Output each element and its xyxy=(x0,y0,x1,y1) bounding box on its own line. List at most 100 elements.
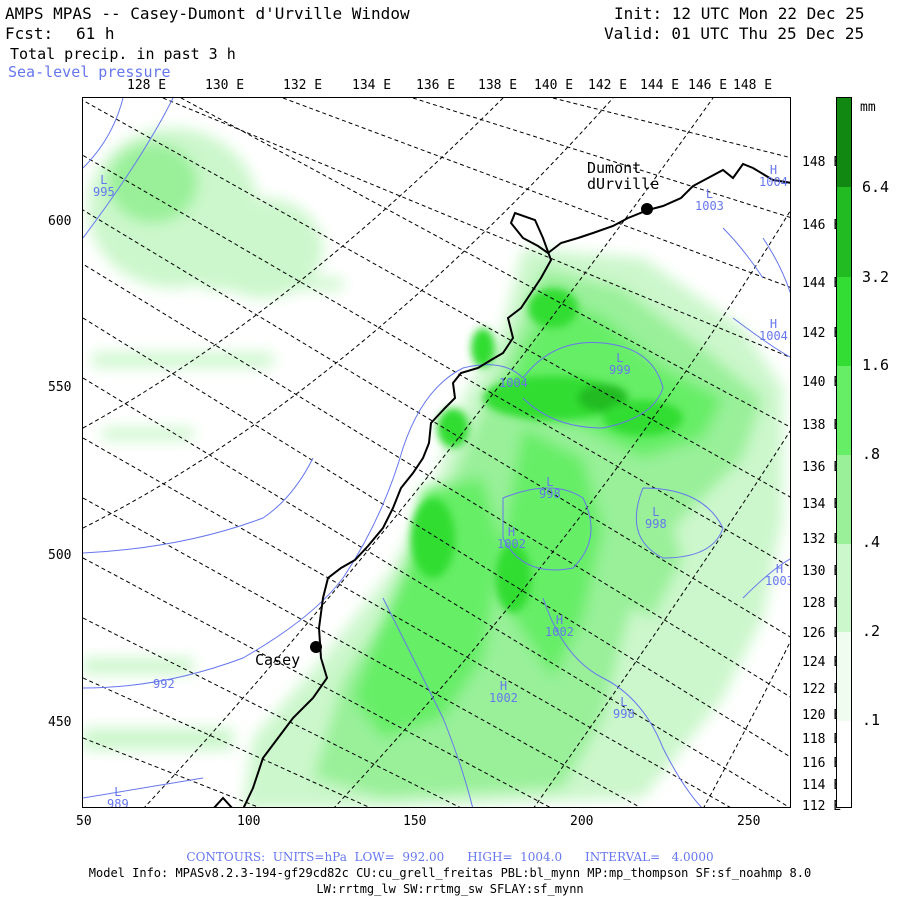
top-lon-label: 140 E xyxy=(534,78,574,93)
grid-meridian xyxy=(83,497,641,807)
x-axis-label: 50 xyxy=(76,814,92,829)
precip-core xyxy=(471,328,495,368)
colorbar-segment xyxy=(837,187,851,277)
pressure-label: H1003 xyxy=(765,562,790,588)
x-axis-label: 200 xyxy=(570,814,594,829)
map-canvas xyxy=(83,98,790,807)
lonlat-grid xyxy=(83,98,790,807)
precip-core xyxy=(411,498,455,578)
colorbar-segment xyxy=(837,544,851,632)
pressure-label: 1004 xyxy=(499,376,528,390)
grid-meridian xyxy=(83,317,790,758)
top-lon-label: 136 E xyxy=(416,78,456,93)
colorbar-unit: mm xyxy=(860,100,876,115)
right-lon-label: 134 E xyxy=(802,497,842,512)
colorbar-segment xyxy=(837,366,851,455)
colorbar-segment xyxy=(837,98,851,187)
colorbar-label: .1 xyxy=(862,711,881,729)
right-lon-label: 112 E xyxy=(802,799,842,814)
precip-area xyxy=(353,478,503,738)
grid-meridian xyxy=(83,617,461,807)
precip-core xyxy=(528,288,578,328)
grid-meridian xyxy=(83,154,790,568)
right-lon-label: 114 E xyxy=(802,778,842,793)
grid-meridian xyxy=(83,99,790,498)
right-lon-label: 130 E xyxy=(802,564,842,579)
slp-contour xyxy=(522,341,664,429)
grid-meridian xyxy=(552,98,790,159)
y-axis-label: 500 xyxy=(48,548,72,563)
colorbar-segment xyxy=(837,721,851,807)
slp-contours xyxy=(83,98,790,807)
precip-area xyxy=(83,728,233,750)
slp-contour xyxy=(83,98,174,239)
grid-meridian xyxy=(83,737,260,807)
coastline xyxy=(213,162,790,807)
right-lon-label: 126 E xyxy=(802,626,842,641)
right-lon-label: 128 E xyxy=(802,596,842,611)
top-lon-label: 146 E xyxy=(688,78,728,93)
casey-marker xyxy=(310,641,322,653)
pressure-label: L 998 xyxy=(539,475,561,501)
colorbar-segment xyxy=(837,632,851,721)
top-lon-label: 138 E xyxy=(478,78,518,93)
y-axis-label: 600 xyxy=(48,214,72,229)
colorbar-label: 6.4 xyxy=(862,178,890,196)
precip-area xyxy=(108,143,198,223)
colorbar-segment xyxy=(837,277,851,366)
grid-parallel xyxy=(83,98,614,529)
map-title: AMPS MPAS -- Casey-Dumont d'Urville Wind… xyxy=(5,4,410,23)
grid-parallel xyxy=(334,210,790,807)
right-lon-label: 120 E xyxy=(802,708,842,723)
pressure-label: H 1004 xyxy=(759,163,788,189)
right-lon-label: 122 E xyxy=(802,682,842,697)
precip-area xyxy=(103,428,193,440)
field-primary: Total precip. in past 3 h xyxy=(10,45,236,63)
grid-parallel xyxy=(703,640,790,807)
slp-contour xyxy=(83,457,314,554)
grid-meridian xyxy=(83,209,790,638)
top-lon-label: 144 E xyxy=(640,78,680,93)
grid-meridian xyxy=(83,263,790,698)
slp-contour xyxy=(762,237,790,294)
pressure-label: L 989 xyxy=(107,785,129,808)
grid-meridian xyxy=(412,98,790,218)
precip-area xyxy=(203,278,343,290)
slp-contour xyxy=(732,317,790,358)
slp-contour xyxy=(83,364,524,689)
slp-contour xyxy=(742,558,790,599)
pressure-label: H 1002 xyxy=(489,679,518,705)
pressure-label: L 1003 xyxy=(695,187,724,213)
right-lon-label: 138 E xyxy=(802,418,842,433)
precip-area xyxy=(203,198,323,298)
place-dumont-durville[interactable]: Dumont dUrville xyxy=(587,159,660,193)
top-lon-label: 132 E xyxy=(283,78,323,93)
forecast-label: Fcst: xyxy=(5,24,54,43)
right-lon-label: 140 E xyxy=(802,375,842,390)
precip-area xyxy=(93,353,273,367)
colorbar-label: 3.2 xyxy=(862,268,890,286)
precip-area xyxy=(603,478,683,618)
grid-parallel xyxy=(144,98,714,807)
coastline-path xyxy=(242,162,790,807)
pressure-label: 992 xyxy=(153,677,175,691)
place-casey[interactable]: Casey xyxy=(255,651,301,669)
precip-core xyxy=(603,400,683,436)
valid-time: Valid: 01 UTC Thu 25 Dec 25 xyxy=(604,24,865,43)
precip-area xyxy=(83,658,193,674)
x-axis-label: 150 xyxy=(403,814,427,829)
right-lon-label: 136 E xyxy=(802,460,842,475)
grid-meridian xyxy=(83,437,731,807)
dumont-durville-marker xyxy=(641,203,653,215)
grid-meridian xyxy=(83,377,790,807)
right-lon-label: 116 E xyxy=(802,756,842,771)
pressure-label: H 1004 xyxy=(759,317,788,343)
precip-core xyxy=(437,408,469,448)
model-info-line2: LW:rrtmg_lw SW:rrtmg_sw SFLAY:sf_mynn xyxy=(316,882,584,896)
grid-parallel xyxy=(533,430,790,807)
pressure-label: H 1002 xyxy=(497,525,526,551)
y-axis-label: 550 xyxy=(48,380,72,395)
top-lon-label: 128 E xyxy=(127,78,167,93)
x-axis-label: 250 xyxy=(737,814,761,829)
